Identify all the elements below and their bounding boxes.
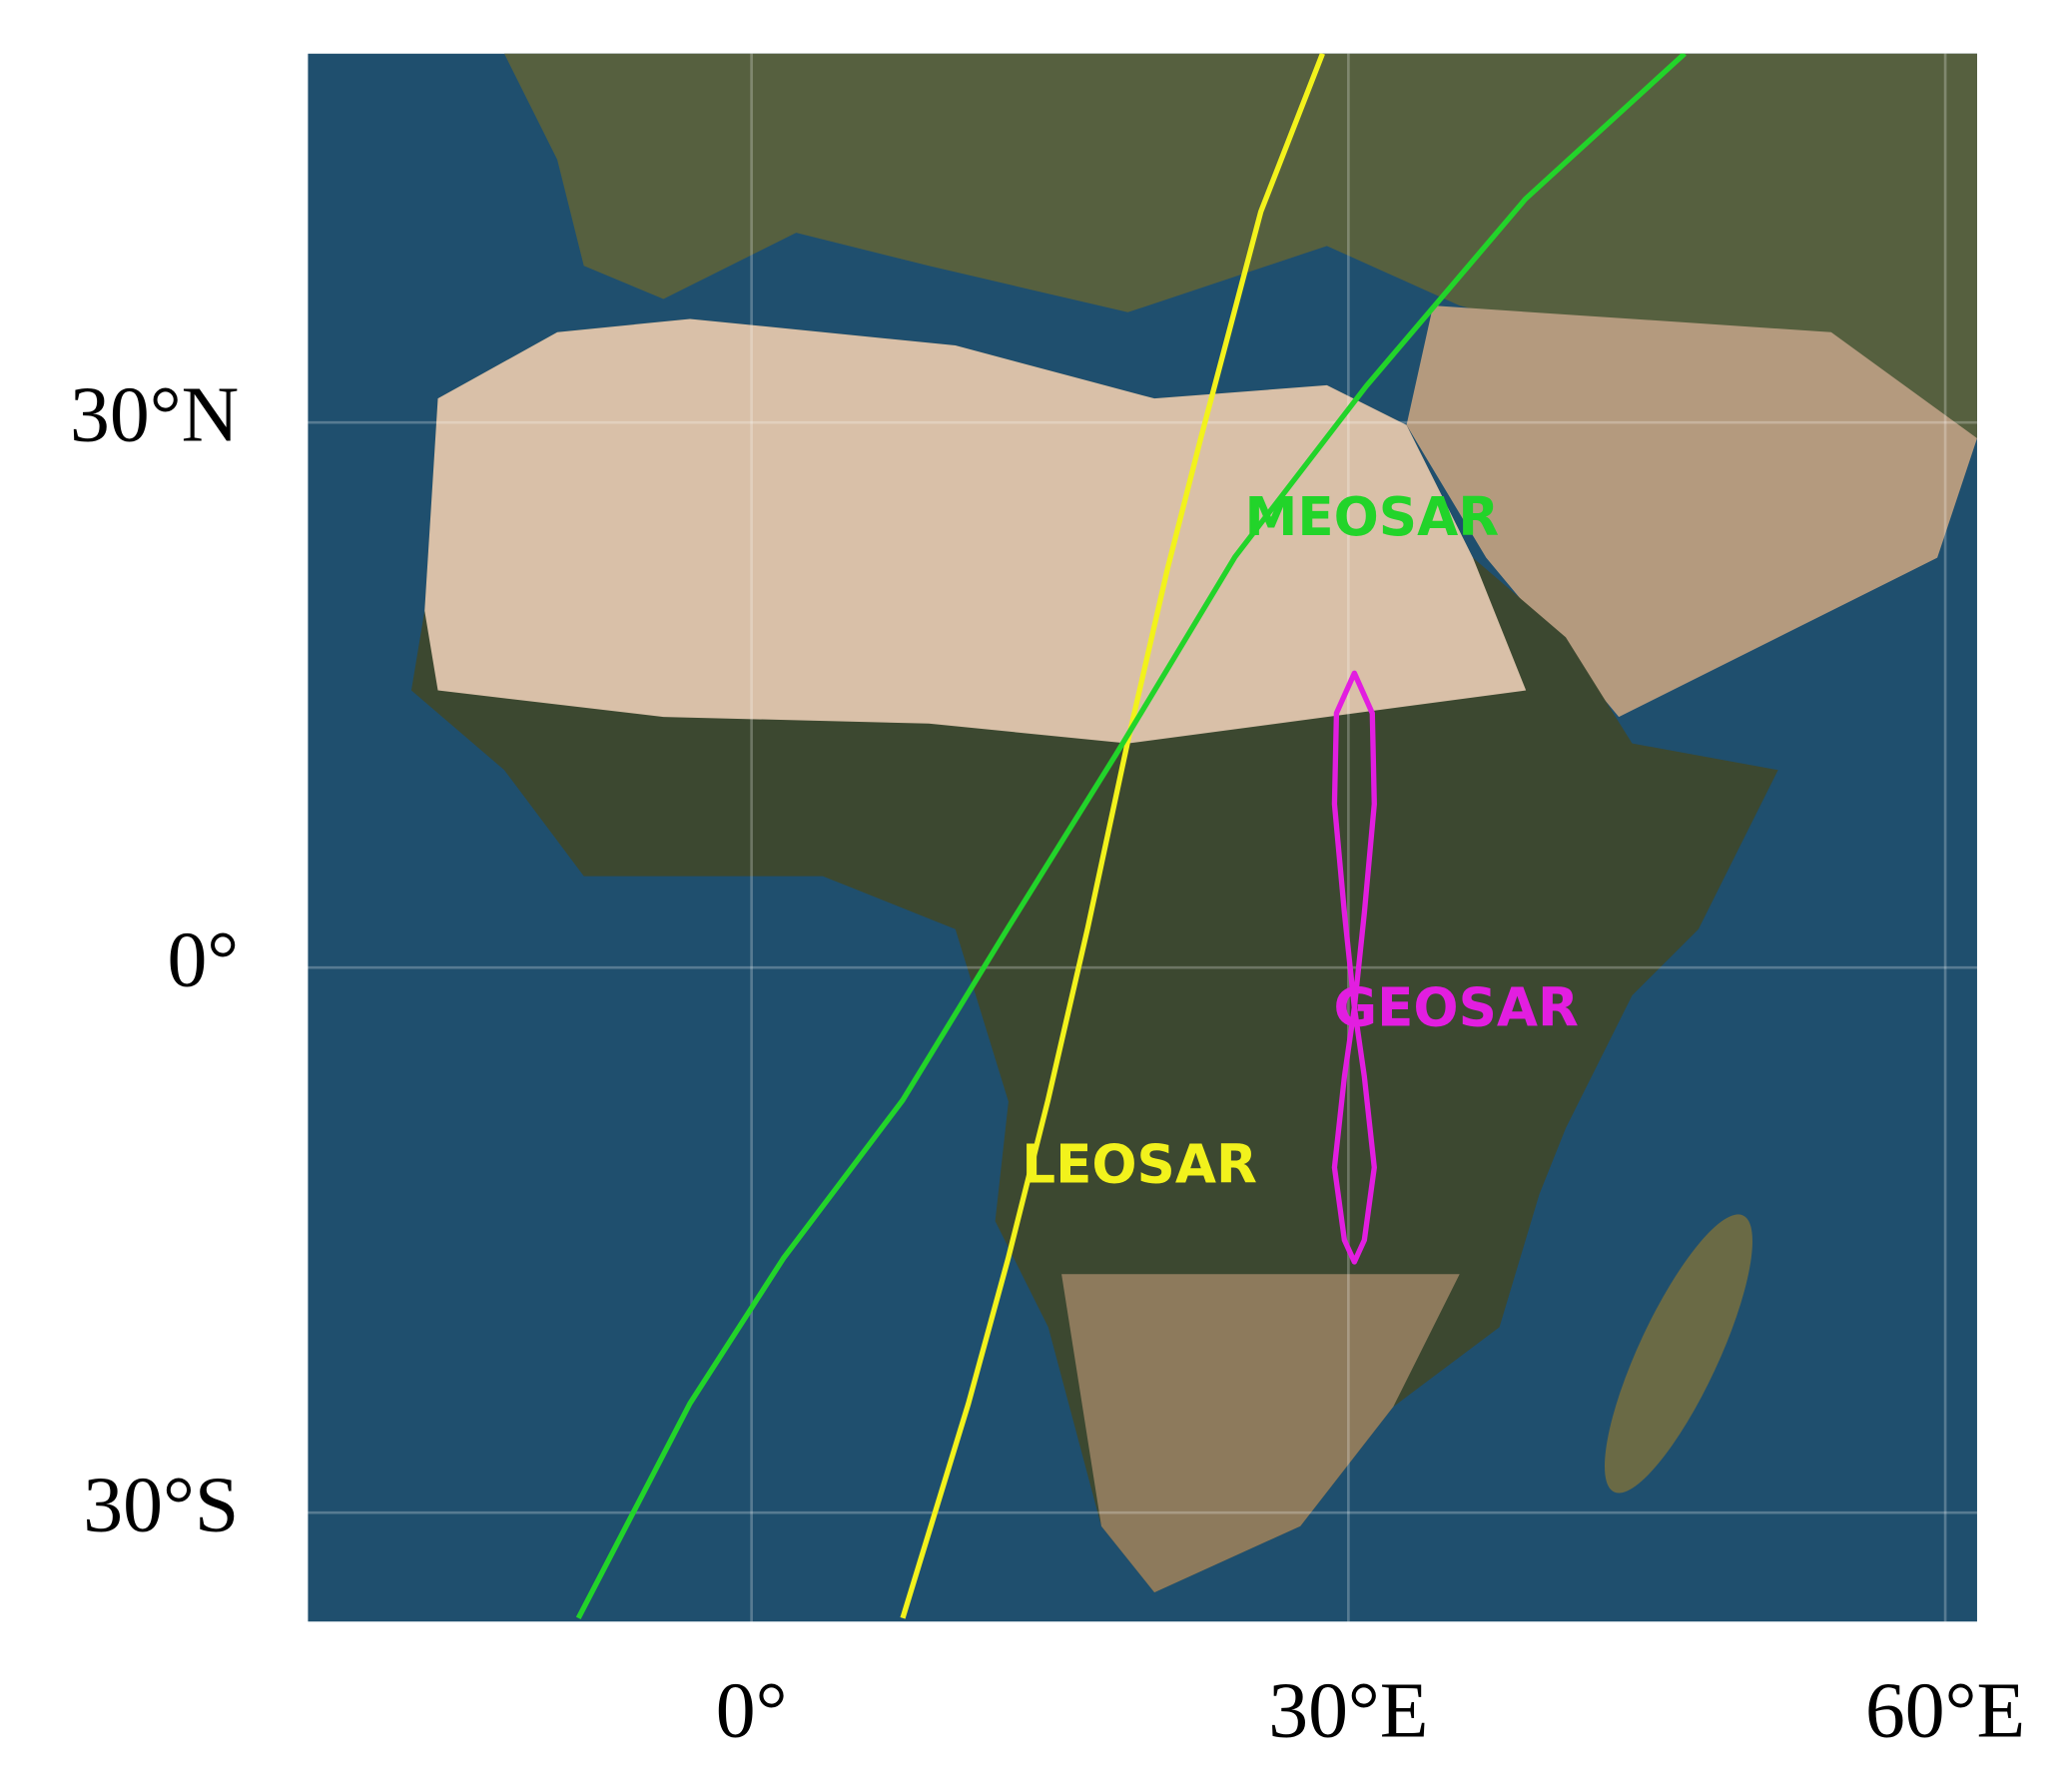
y-tick-label: 30°S [83, 1461, 239, 1548]
labels: 0° 30°E 60°E 30°N 0° 30°S LEOSAR MEOSAR GEOSAR [70, 370, 2025, 1754]
ground-track [1331, 670, 1377, 1265]
grid [308, 53, 1977, 1622]
track-label: MEOSAR [1244, 486, 1499, 548]
x-tick-label: 60°E [1865, 1667, 2025, 1755]
track-label: GEOSAR [1333, 977, 1578, 1039]
track-label: LEOSAR [1022, 1134, 1257, 1196]
ground-track [900, 53, 1325, 1619]
y-tick-label: 0° [167, 915, 239, 1003]
tracks [575, 53, 1687, 1620]
x-tick-label: 30°E [1268, 1667, 1428, 1755]
basemap [308, 53, 1977, 1622]
y-tick-label: 30°N [70, 370, 239, 458]
ground-track [575, 53, 1687, 1620]
x-tick-label: 0° [716, 1667, 788, 1755]
